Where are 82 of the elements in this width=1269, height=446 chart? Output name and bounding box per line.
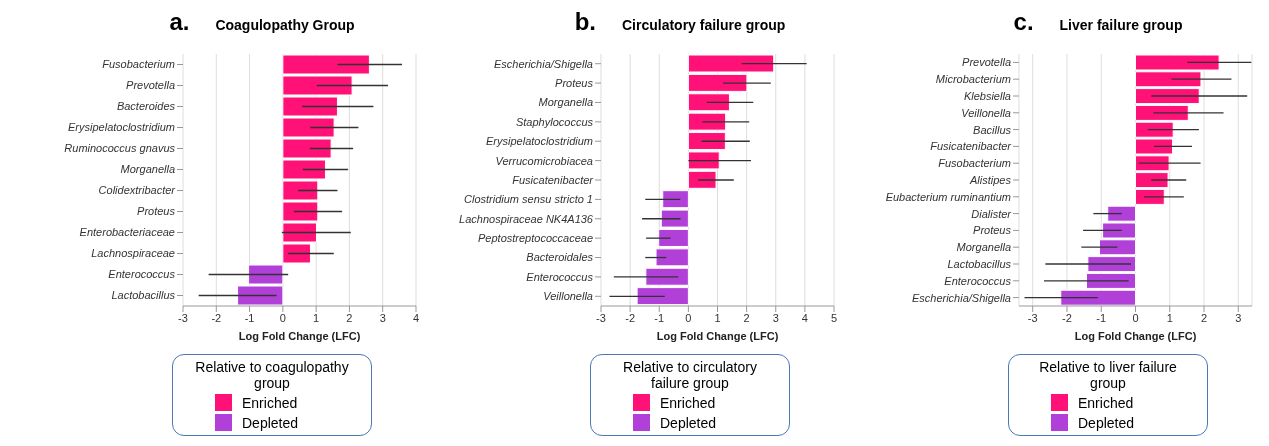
y-tick-label: Enterococcus — [944, 274, 1012, 287]
y-tick-label: Lachnospiraceae — [91, 247, 175, 260]
legend-label: Enriched — [660, 394, 716, 411]
y-tick-label: Fusicatenibacter — [930, 140, 1013, 153]
x-tick-label: 3 — [772, 311, 779, 324]
legend-label: Depleted — [1078, 414, 1135, 431]
y-tick-label: Morganella — [956, 241, 1011, 254]
x-tick-label: -2 — [625, 311, 636, 324]
x-tick-label: 1 — [313, 311, 320, 324]
y-tick-label: Fusicatenibacter — [512, 173, 595, 186]
x-tick-label: -2 — [1062, 311, 1072, 324]
y-tick-label: Clostridium sensu stricto 1 — [464, 193, 593, 206]
text: b. — [574, 8, 596, 36]
y-tick-label: Enterococcus — [108, 268, 176, 281]
x-axis-title: Log Fold Change (LFC) — [656, 330, 779, 342]
x-tick-label: 5 — [830, 311, 838, 324]
y-tick-label: Lactobacillus — [111, 289, 176, 302]
y-tick-label: Enterobacteriaceae — [79, 226, 175, 239]
x-tick-label: 0 — [1132, 311, 1139, 324]
text: c. — [1013, 8, 1034, 36]
x-tick-label: -1 — [654, 311, 665, 324]
y-tick-label: Fusobacterium — [102, 58, 175, 71]
text: a. — [169, 8, 190, 36]
y-tick-label: Lachnospiraceae NK4A136 — [459, 212, 594, 225]
x-tick-label: 0 — [685, 311, 692, 324]
x-tick-label: 4 — [801, 311, 808, 324]
chart-title: Liver failure group — [1059, 17, 1183, 33]
legend-title: Relative to liver failure group — [1038, 359, 1178, 391]
y-tick-label: Lactobacillus — [947, 257, 1012, 270]
legend-label: Depleted — [660, 414, 717, 431]
x-tick-label: 3 — [1235, 311, 1242, 324]
x-tick-label: -3 — [1027, 311, 1038, 324]
x-tick-label: -3 — [596, 311, 606, 324]
legend-title: Relative to circulatory failure group — [622, 359, 758, 391]
x-tick-label: -1 — [244, 311, 255, 324]
y-tick-label: Alistipes — [969, 173, 1012, 186]
x-axis-title: Log Fold Change (LFC) — [1074, 330, 1197, 342]
legend-label: Depleted — [242, 414, 299, 431]
y-tick-label: Enterococcus — [526, 270, 594, 283]
x-tick-label: -3 — [178, 311, 188, 324]
y-tick-label: Bacillus — [973, 123, 1012, 136]
y-tick-label: Erysipelatoclostridium — [486, 135, 593, 148]
y-tick-label: Eubacterium ruminantium — [885, 190, 1011, 203]
y-tick-label: Prevotella — [126, 79, 175, 92]
y-tick-label: Ruminococcus gnavus — [64, 142, 176, 155]
chart-title: Circulatory failure group — [621, 17, 786, 33]
x-tick-label: 1 — [714, 311, 721, 324]
x-tick-label: 2 — [743, 311, 750, 324]
y-tick-label: Bacteroidales — [526, 251, 594, 264]
chart-title: Coagulopathy Group — [215, 17, 355, 33]
y-tick-label: Klebsiella — [963, 89, 1011, 102]
legend-label: Enriched — [242, 394, 298, 411]
x-tick-label: 2 — [346, 311, 353, 324]
y-tick-label: Escherichia/Shigella — [493, 57, 593, 70]
y-tick-label: Prevotella — [962, 56, 1011, 69]
y-tick-label: Microbacterium — [935, 73, 1011, 86]
x-tick-label: 4 — [412, 311, 420, 324]
x-axis-title: Log Fold Change (LFC) — [238, 330, 361, 342]
y-tick-label: Proteus — [137, 205, 176, 218]
y-tick-label: Proteus — [555, 76, 594, 89]
y-tick-label: Veillonella — [961, 106, 1011, 119]
y-tick-label: Bacteroides — [116, 100, 176, 113]
x-tick-label: -1 — [1096, 311, 1107, 324]
x-tick-label: 1 — [1166, 311, 1173, 324]
y-tick-label: Erysipelatoclostridium — [68, 121, 175, 134]
y-tick-label: Colidextribacter — [98, 184, 177, 197]
y-tick-label: Verrucomicrobiacea — [495, 154, 593, 167]
y-tick-label: Dialister — [971, 207, 1013, 220]
y-tick-label: Fusobacterium — [938, 157, 1011, 170]
y-tick-label: Morganella — [538, 96, 593, 109]
x-tick-label: 3 — [379, 311, 386, 324]
x-tick-label: 2 — [1200, 311, 1208, 324]
legend-label: Enriched — [1078, 394, 1134, 411]
y-tick-label: Morganella — [120, 163, 175, 176]
y-tick-label: Proteus — [973, 224, 1012, 237]
y-tick-label: Peptostreptococcaceae — [478, 232, 593, 245]
x-tick-label: 0 — [279, 311, 286, 324]
y-tick-label: Veillonella — [543, 290, 593, 303]
y-tick-label: Escherichia/Shigella — [911, 291, 1011, 304]
legend-title: Relative to coagulopathy group — [194, 359, 350, 391]
x-tick-label: -2 — [211, 311, 222, 324]
y-tick-label: Staphylococcus — [515, 115, 594, 128]
